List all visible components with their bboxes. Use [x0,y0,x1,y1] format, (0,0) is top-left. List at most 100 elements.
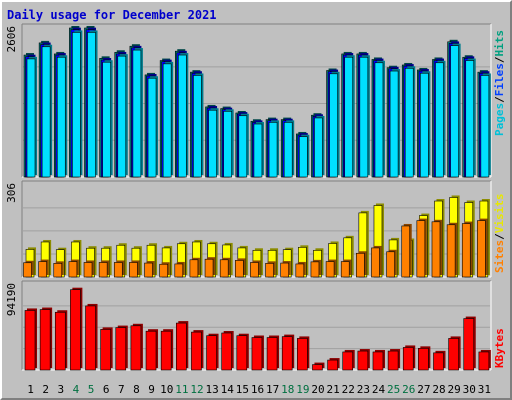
bar-pages-day-24 [374,62,384,178]
bar-kbytes-day-10 [160,330,172,371]
xtick-day-26: 26 [402,383,415,396]
xtick-day-14: 14 [221,383,235,396]
bar-kbytes-day-13 [206,335,217,371]
bar-kbytes-day-16 [251,337,263,371]
xtick-day-3: 3 [58,383,65,396]
bar-pages-day-23 [359,56,369,178]
xtick-day-7: 7 [118,383,125,396]
bar-kbytes-day-29 [448,338,459,371]
xtick-day-15: 15 [236,383,249,396]
bar-pages-day-8 [132,49,142,178]
bar-kbytes-day-12 [191,331,202,371]
bar-pages-day-19 [299,136,308,178]
bar-sites-day-9 [144,262,153,278]
bar-pages-day-21 [329,73,338,178]
xtick-day-4: 4 [73,383,80,396]
bar-sites-day-20 [310,261,320,278]
bar-pages-day-17 [268,122,278,178]
xtick-day-29: 29 [448,383,461,396]
bar-pages-day-27 [420,72,429,178]
bar-sites-day-31 [477,220,486,278]
bar-sites-day-17 [265,263,274,278]
bar-pages-day-22 [344,56,354,178]
xtick-day-31: 31 [478,383,491,396]
bar-sites-day-26 [401,225,411,278]
bar-pages-day-13 [208,109,217,178]
bar-pages-day-15 [238,115,248,178]
bar-pages-day-30 [465,60,475,178]
xtick-day-27: 27 [417,383,430,396]
bar-pages-day-28 [435,62,444,178]
bar-sites-day-5 [83,262,93,278]
bar-sites-day-28 [431,221,441,278]
bar-kbytes-day-17 [266,337,278,371]
xtick-day-16: 16 [251,383,264,396]
bar-sites-day-29 [446,224,456,278]
xtick-day-25: 25 [387,383,400,396]
ytick-kbytes: 94190 [5,283,18,316]
bar-kbytes-day-15 [236,335,248,371]
bar-kbytes-day-30 [463,318,475,371]
legend-pages-files-hits-part-4: / [493,56,506,63]
bar-sites-day-18 [280,262,289,278]
xtick-day-8: 8 [133,383,140,396]
bar-kbytes-day-14 [221,332,232,371]
bar-sites-day-25 [386,251,395,278]
xtick-day-11: 11 [175,383,188,396]
bar-pages-day-16 [253,123,263,178]
bar-sites-day-3 [53,263,63,278]
bar-sites-day-2 [38,261,47,278]
bar-pages-day-20 [314,117,323,178]
bar-pages-day-4 [72,32,81,178]
legend-sites-visits-part-3: Visits [493,194,506,234]
bar-kbytes-day-22 [342,351,354,371]
bar-sites-day-14 [219,259,229,278]
bar-kbytes-day-11 [175,322,187,371]
bar-sites-day-13 [204,258,214,278]
bar-sites-day-12 [189,259,199,278]
xtick-day-23: 23 [357,383,370,396]
bar-sites-day-10 [159,263,168,278]
bar-pages-day-31 [480,75,490,178]
bar-kbytes-day-7 [115,327,127,371]
xtick-day-18: 18 [281,383,294,396]
legend-kbytes-part-1: KBytes [493,328,506,368]
bar-pages-day-25 [389,70,399,178]
bar-sites-day-4 [68,261,78,278]
bar-sites-day-16 [250,262,259,278]
legend-pages-files-hits-part-5: Hits [493,30,506,57]
xtick-day-19: 19 [296,383,309,396]
xtick-day-10: 10 [160,383,173,396]
bar-kbytes-day-31 [478,351,490,371]
xtick-day-20: 20 [311,383,324,396]
xtick-day-24: 24 [372,383,386,396]
bar-kbytes-day-28 [433,352,444,371]
bar-kbytes-day-1 [24,310,36,371]
xtick-day-22: 22 [342,383,355,396]
bar-kbytes-day-8 [130,325,142,371]
bar-pages-day-5 [87,32,96,178]
bar-kbytes-day-3 [54,311,66,371]
bar-kbytes-day-18 [281,336,293,371]
bar-pages-day-1 [26,58,36,178]
bar-pages-day-2 [41,46,51,178]
bar-sites-day-8 [129,262,138,278]
bar-sites-day-1 [23,262,32,278]
bar-sites-day-27 [416,220,426,278]
bar-kbytes-day-9 [145,330,157,371]
bar-sites-day-11 [174,263,184,278]
xtick-day-17: 17 [266,383,279,396]
xtick-day-13: 13 [205,383,218,396]
xtick-day-1: 1 [27,383,34,396]
bar-pages-day-6 [102,61,111,178]
bar-sites-day-30 [461,223,471,278]
ytick-hits: 2606 [5,26,18,53]
xtick-day-2: 2 [42,383,49,396]
bar-kbytes-day-4 [70,289,81,371]
bar-kbytes-day-6 [100,329,111,371]
chart-title: Daily usage for December 2021 [7,8,217,22]
legend-sites-visits-part-1: Sites [493,240,506,273]
bar-pages-day-29 [450,45,459,178]
bar-kbytes-day-27 [418,348,429,371]
bar-pages-day-3 [56,56,66,178]
